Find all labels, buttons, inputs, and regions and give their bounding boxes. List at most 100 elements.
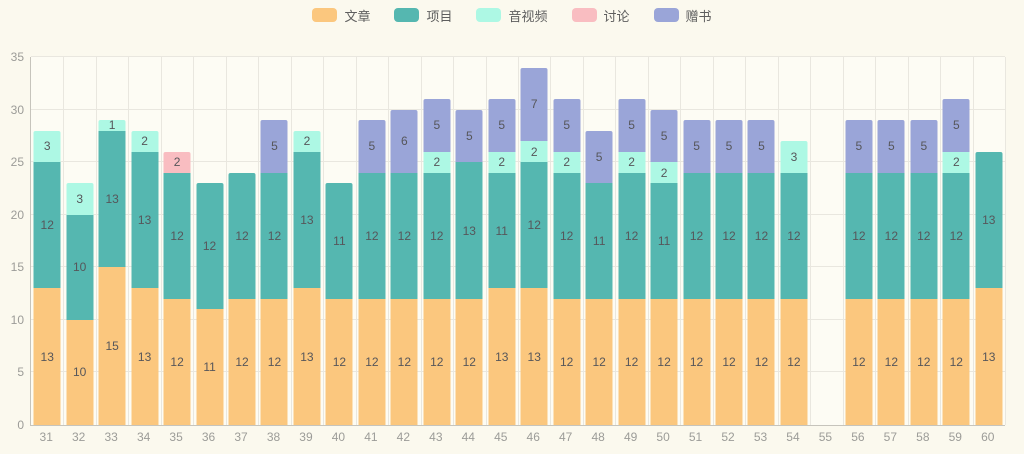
bar-segment[interactable]: 11 (585, 183, 613, 299)
bar-segment[interactable]: 12 (910, 298, 938, 425)
bar-segment[interactable]: 12 (196, 183, 224, 310)
legend-item[interactable]: 赠书 (653, 6, 712, 25)
stacked-bar[interactable]: 13 13 2 (293, 57, 321, 425)
bar-segment[interactable]: 11 (325, 183, 353, 299)
bar-segment[interactable]: 2 (488, 151, 516, 173)
bar-segment[interactable]: 12 (877, 172, 905, 299)
bar-segment[interactable]: 15 (98, 267, 126, 425)
stacked-bar[interactable]: 12 12 5 (910, 57, 938, 425)
bar-segment[interactable]: 12 (618, 172, 646, 299)
bar-segment[interactable]: 13 (293, 151, 321, 289)
stacked-bar[interactable]: 12 12 3 (780, 57, 808, 425)
bar-segment[interactable]: 12 (423, 172, 451, 299)
bar-segment[interactable]: 3 (780, 141, 808, 173)
bar-segment[interactable]: 12 (747, 298, 775, 425)
bar-segment[interactable]: 12 (33, 162, 61, 289)
bar-segment[interactable]: 12 (585, 298, 613, 425)
bar-segment[interactable]: 12 (520, 162, 548, 289)
bar-segment[interactable]: 13 (33, 288, 61, 425)
legend-item[interactable]: 项目 (394, 6, 452, 25)
stacked-bar[interactable]: 12 12 2 (163, 57, 191, 425)
stacked-bar[interactable]: 13 12 3 (33, 57, 61, 425)
bar-segment[interactable]: 5 (618, 99, 646, 152)
bar-segment[interactable]: 5 (423, 99, 451, 152)
bar-segment[interactable]: 5 (650, 109, 678, 163)
bar-segment[interactable]: 5 (747, 120, 775, 173)
stacked-bar[interactable]: 12 12 2 5 (553, 57, 581, 425)
bar-segment[interactable]: 12 (942, 298, 970, 425)
bar-segment[interactable]: 12 (325, 298, 353, 425)
stacked-bar[interactable]: 12 12 2 5 (942, 57, 970, 425)
bar-segment[interactable]: 12 (650, 298, 678, 425)
bar-segment[interactable]: 3 (33, 130, 61, 163)
bar-segment[interactable]: 12 (553, 172, 581, 299)
bar-segment[interactable]: 12 (715, 172, 743, 299)
bar-segment[interactable]: 12 (553, 298, 581, 425)
bar-segment[interactable]: 12 (260, 298, 288, 425)
bar-segment[interactable]: 13 (520, 288, 548, 425)
bar-segment[interactable]: 2 (293, 130, 321, 152)
stacked-bar[interactable]: 12 12 5 (845, 57, 873, 425)
bar-segment[interactable]: 2 (650, 162, 678, 184)
stacked-bar[interactable]: 12 12 5 (715, 57, 743, 425)
bar-segment[interactable]: 12 (390, 172, 418, 299)
stacked-bar[interactable]: 12 12 2 5 (618, 57, 646, 425)
bar-segment[interactable]: 12 (358, 298, 386, 425)
bar-segment[interactable]: 12 (683, 298, 711, 425)
bar-segment[interactable]: 6 (390, 109, 418, 173)
bar-segment[interactable]: 12 (780, 298, 808, 425)
bar-segment[interactable]: 13 (488, 288, 516, 425)
bar-segment[interactable]: 12 (780, 172, 808, 299)
stacked-bar[interactable]: 12 12 5 (877, 57, 905, 425)
bar-segment[interactable]: 10 (66, 319, 94, 425)
bar-segment[interactable]: 5 (942, 99, 970, 152)
bar-segment[interactable]: 12 (358, 172, 386, 299)
bar-segment[interactable]: 2 (131, 130, 159, 152)
bar-segment[interactable]: 1 (98, 120, 126, 131)
stacked-bar[interactable]: 13 13 (975, 57, 1003, 425)
bar-segment[interactable]: 2 (942, 151, 970, 173)
stacked-bar[interactable]: 13 12 2 7 (520, 57, 548, 425)
bar-segment[interactable]: 13 (975, 151, 1003, 289)
bar-segment[interactable]: 2 (423, 151, 451, 173)
bar-segment[interactable]: 3 (66, 183, 94, 215)
bar-segment[interactable]: 5 (553, 99, 581, 152)
bar-segment[interactable]: 12 (715, 298, 743, 425)
legend-item[interactable]: 文章 (312, 6, 370, 25)
bar-segment[interactable]: 12 (942, 172, 970, 299)
bar-segment[interactable]: 2 (163, 151, 191, 173)
bar-segment[interactable]: 5 (877, 120, 905, 173)
bar-segment[interactable]: 5 (585, 130, 613, 184)
bar-segment[interactable]: 11 (488, 172, 516, 289)
bar-segment[interactable]: 12 (683, 172, 711, 299)
bar-segment[interactable]: 5 (715, 120, 743, 173)
stacked-bar[interactable]: 12 11 (325, 57, 353, 425)
bar-segment[interactable]: 12 (163, 298, 191, 425)
stacked-bar[interactable]: 12 12 6 (390, 57, 418, 425)
bar-segment[interactable]: 13 (131, 288, 159, 425)
bar-segment[interactable]: 2 (618, 151, 646, 173)
bar-segment[interactable]: 5 (260, 120, 288, 173)
stacked-bar[interactable]: 12 11 5 (585, 57, 613, 425)
stacked-bar[interactable]: 12 12 5 (358, 57, 386, 425)
bar-segment[interactable]: 12 (747, 172, 775, 299)
bar-segment[interactable]: 11 (196, 309, 224, 425)
bar-segment[interactable]: 12 (845, 298, 873, 425)
bar-segment[interactable]: 12 (423, 298, 451, 425)
stacked-bar[interactable]: 10 10 3 (66, 57, 94, 425)
bar-segment[interactable]: 13 (975, 288, 1003, 425)
bar-segment[interactable]: 12 (228, 298, 256, 425)
stacked-bar[interactable]: 12 12 5 (747, 57, 775, 425)
bar-segment[interactable]: 13 (455, 162, 483, 299)
stacked-bar[interactable] (813, 57, 840, 425)
bar-segment[interactable]: 10 (66, 214, 94, 320)
bar-segment[interactable]: 2 (553, 151, 581, 173)
bar-segment[interactable]: 12 (260, 172, 288, 299)
bar-segment[interactable]: 5 (683, 120, 711, 173)
stacked-bar[interactable]: 12 12 2 5 (423, 57, 451, 425)
bar-segment[interactable]: 5 (358, 120, 386, 173)
bar-segment[interactable]: 12 (163, 172, 191, 299)
stacked-bar[interactable]: 12 12 (228, 57, 256, 425)
bar-segment[interactable]: 12 (877, 298, 905, 425)
bar-segment[interactable]: 12 (845, 172, 873, 299)
